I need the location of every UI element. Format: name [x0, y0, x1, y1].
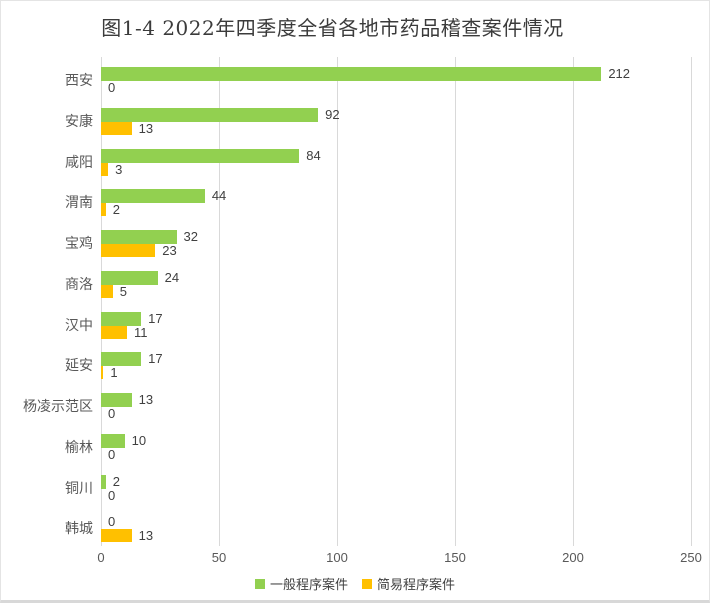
category-label: 宝鸡: [65, 235, 93, 251]
bar-value-label: 2: [112, 202, 120, 218]
category-label: 渭南: [65, 194, 93, 211]
bar-value-label: 92: [325, 106, 340, 122]
category-label: 延安: [65, 357, 93, 374]
x-axis-tick: 200: [562, 550, 584, 565]
gridline: [100, 57, 102, 546]
bar: [101, 284, 113, 298]
gridline: [572, 57, 574, 546]
bar: [101, 107, 319, 122]
category-label: 安康: [65, 112, 93, 129]
category-label: 商洛: [65, 275, 93, 292]
bar-value-label: 13: [138, 120, 154, 136]
category-label: 铜川: [65, 479, 93, 496]
bar: [101, 270, 158, 285]
x-axis-tick: 100: [326, 550, 348, 565]
bar: [101, 433, 125, 448]
legend-item-simple-cases: 简易程序案件: [362, 574, 455, 593]
bar-value-label: 32: [183, 229, 198, 244]
chart-title: 图1-4 2022年四季度全省各地市药品稽查案件情况: [101, 16, 564, 40]
bar: [101, 189, 205, 204]
legend-swatch-yellow-icon: [362, 578, 372, 589]
bar: [101, 67, 602, 81]
bar-value-label: 44: [211, 188, 227, 204]
legend-item-general-cases: 一般程序案件: [254, 574, 348, 593]
x-axis-tick: 50: [211, 550, 227, 565]
bar: [101, 244, 156, 257]
bar-value-label: 10: [131, 432, 147, 448]
bar: [101, 393, 132, 407]
x-axis-tick: 0: [97, 550, 105, 565]
gridline: [218, 57, 220, 546]
bar-value-label: 2: [112, 473, 120, 489]
bar-value-label: 3: [115, 161, 123, 177]
bar-value-label: 0: [108, 514, 116, 530]
chart-canvas: 0 50 100 150 200 250 西安 212 0 安康 92 13 咸阳 84 3 渭南 44 2 宝鸡 3…: [1, 1, 709, 600]
bar-value-label: 13: [138, 528, 154, 544]
bar-value-label: 212: [608, 66, 631, 81]
gridline: [690, 57, 692, 546]
chart-legend: 一般程序案件 简易程序案件: [1, 574, 709, 593]
bar-value-label: 0: [108, 80, 116, 95]
category-label: 榆林: [65, 438, 93, 455]
bar: [101, 148, 300, 163]
bar-value-label: 1: [110, 365, 118, 381]
bar-value-label: 17: [148, 351, 163, 367]
bar-value-label: 11: [133, 324, 148, 340]
bar: [101, 230, 177, 244]
bar-value-label: 0: [108, 487, 116, 503]
category-label: 汉中: [65, 316, 93, 333]
bar-value-label: 84: [306, 147, 321, 163]
gridline: [336, 57, 338, 546]
bar: [101, 162, 109, 176]
x-axis-tick: 250: [680, 550, 702, 565]
bar: [101, 325, 127, 339]
bar: [101, 203, 106, 217]
bar: [101, 121, 132, 135]
bar-value-label: 0: [108, 446, 116, 462]
legend-label-general-cases: 一般程序案件: [269, 577, 348, 592]
bar: [101, 474, 106, 489]
category-label: 韩城: [65, 520, 93, 537]
bar: [101, 311, 142, 326]
gridline: [454, 57, 456, 546]
category-label: 杨凌示范区: [23, 398, 93, 414]
bar: [101, 529, 132, 543]
bar-value-label: 0: [108, 406, 116, 421]
category-label: 西安: [65, 72, 93, 88]
bar-value-label: 23: [162, 243, 177, 258]
legend-label-simple-cases: 简易程序案件: [377, 577, 456, 592]
bar-value-label: 5: [119, 283, 128, 299]
category-label: 咸阳: [65, 153, 93, 170]
bar-value-label: 17: [148, 310, 163, 326]
x-axis-tick: 150: [444, 550, 466, 565]
legend-swatch-green-icon: [254, 578, 265, 589]
bar-value-label: 13: [138, 392, 154, 407]
bar: [101, 366, 104, 380]
bar: [101, 352, 142, 367]
bar-value-label: 24: [164, 269, 180, 285]
